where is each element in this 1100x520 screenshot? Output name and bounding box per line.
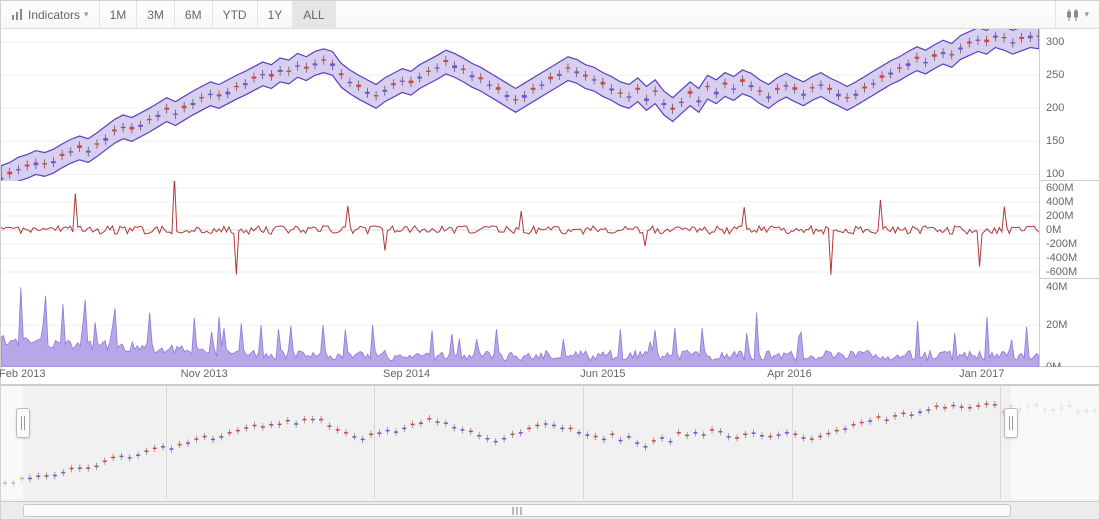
panels: 100 150 200 250 300 -600M -400M -200M 0M 200M 400… xyxy=(1,29,1099,519)
nav-gridline xyxy=(1000,386,1001,499)
range-buttons: 1M 3M 6M YTD 1Y ALL xyxy=(100,1,336,28)
ytick-label: 20M xyxy=(1046,319,1067,331)
ytick-label: 40M xyxy=(1046,281,1067,293)
chart-type-button[interactable]: ▾ xyxy=(1055,1,1099,28)
indicators-button[interactable]: Indicators ▾ xyxy=(1,1,100,28)
time-axis: Feb 2013 Nov 2013 Sep 2014 Jun 2015 Apr 2016… xyxy=(1,367,1099,385)
range-button-all[interactable]: ALL xyxy=(293,1,335,28)
range-button-ytd[interactable]: YTD xyxy=(213,1,258,28)
chevron-down-icon: ▾ xyxy=(1084,9,1089,20)
range-button-3m[interactable]: 3M xyxy=(137,1,175,28)
range-label: YTD xyxy=(223,8,247,22)
nav-handle-left[interactable] xyxy=(16,408,30,438)
nav-gridline xyxy=(583,386,584,499)
ytick-label: 100 xyxy=(1046,168,1064,180)
stock-chart-widget: Indicators ▾ 1M 3M 6M YTD 1Y ALL ▾ 100 150 200 2… xyxy=(0,0,1100,520)
ytick-label: 400M xyxy=(1046,196,1074,208)
volume-panel[interactable]: 40M0M20M xyxy=(1,279,1099,367)
oscillator-panel[interactable]: -600M -400M -200M 0M 200M 400M 600M xyxy=(1,181,1099,279)
ytick-label: -400M xyxy=(1046,252,1077,264)
nav-mask-left xyxy=(1,386,23,499)
volume-yaxis: 40M0M20M xyxy=(1039,279,1099,366)
xtick-label: Apr 2016 xyxy=(767,368,812,380)
volume-plot xyxy=(1,279,1039,367)
ytick-label: 300 xyxy=(1046,36,1064,48)
oscillator-plot xyxy=(1,181,1039,279)
xtick-label: Sep 2014 xyxy=(383,368,430,380)
nav-mask-right xyxy=(1011,386,1099,499)
range-label: 1Y xyxy=(268,8,283,22)
indicators-label: Indicators xyxy=(28,8,80,22)
range-label: ALL xyxy=(303,8,324,22)
chevron-down-icon: ▾ xyxy=(84,9,89,20)
nav-gridline xyxy=(792,386,793,499)
nav-gridline xyxy=(166,386,167,499)
range-button-6m[interactable]: 6M xyxy=(175,1,213,28)
nav-gridline xyxy=(374,386,375,499)
range-button-1y[interactable]: 1Y xyxy=(258,1,294,28)
ytick-label: 150 xyxy=(1046,135,1064,147)
ytick-label: 200M xyxy=(1046,210,1074,222)
ytick-label: -200M xyxy=(1046,238,1077,250)
scrollbar-thumb[interactable] xyxy=(23,504,1011,517)
range-label: 6M xyxy=(185,8,202,22)
ytick-label: 600M xyxy=(1046,182,1074,194)
price-yaxis: 100 150 200 250 300 xyxy=(1039,29,1099,180)
indicator-icon xyxy=(11,8,24,21)
range-button-1m[interactable]: 1M xyxy=(100,1,138,28)
navigator[interactable] xyxy=(1,385,1099,519)
ytick-label: 250 xyxy=(1046,69,1064,81)
price-plot xyxy=(1,29,1039,181)
xtick-label: Feb 2013 xyxy=(0,368,45,380)
navigator-scrollbar[interactable] xyxy=(1,501,1099,519)
ytick-label: 0M xyxy=(1046,224,1061,236)
range-label: 1M xyxy=(110,8,127,22)
price-panel[interactable]: 100 150 200 250 300 xyxy=(1,29,1099,181)
ytick-label: 200 xyxy=(1046,102,1064,114)
xtick-label: Jan 2017 xyxy=(959,368,1004,380)
xtick-label: Nov 2013 xyxy=(181,368,228,380)
nav-handle-right[interactable] xyxy=(1004,408,1018,438)
xtick-label: Jun 2015 xyxy=(580,368,625,380)
range-label: 3M xyxy=(147,8,164,22)
ytick-label: -600M xyxy=(1046,266,1077,278)
toolbar: Indicators ▾ 1M 3M 6M YTD 1Y ALL ▾ xyxy=(1,1,1099,29)
candlestick-icon xyxy=(1066,8,1080,22)
oscillator-yaxis: -600M -400M -200M 0M 200M 400M 600M xyxy=(1039,181,1099,278)
